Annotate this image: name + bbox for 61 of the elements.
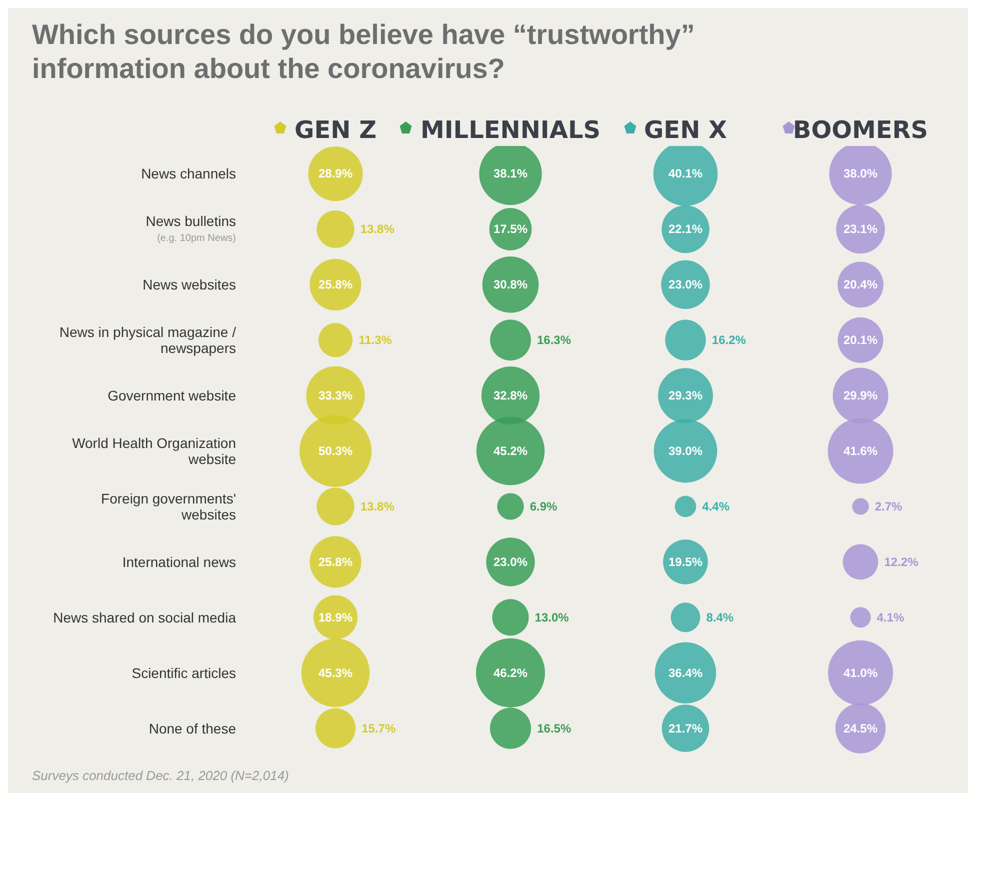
data-label: 23.0%: [668, 278, 703, 292]
category-label: News websites: [142, 276, 236, 293]
category-label: Government website: [108, 388, 236, 404]
text: Surveys conducted Dec. 21, 2020 (N=2,014): [31, 767, 290, 785]
data-label: 23.1%: [843, 222, 878, 236]
data-label: 38.1%: [493, 166, 528, 181]
category-label: None of these: [148, 720, 236, 736]
data-label: 45.2%: [493, 444, 528, 458]
data-label: 15.7%: [362, 721, 396, 736]
data-label: 25.8%: [318, 554, 353, 569]
data-label: 29.3%: [668, 388, 703, 403]
data-label: 21.7%: [668, 721, 703, 736]
data-label: 16.3%: [536, 333, 572, 348]
data-label: 50.3%: [318, 444, 353, 458]
data-label: 19.5%: [668, 554, 703, 569]
category-label: Foreign governments' websites: [101, 490, 236, 522]
data-label: 28.9%: [318, 166, 353, 181]
data-label: 8.4%: [706, 610, 734, 624]
legend-label: GEN Z: [294, 116, 376, 144]
category-label: News in physical magazine / newspapers: [59, 324, 236, 356]
data-label: 13.0%: [534, 610, 570, 624]
category-label: World Health Organization website: [72, 435, 236, 467]
data-label: 41.6%: [843, 444, 878, 458]
category-label: News shared on social media: [53, 609, 236, 626]
legend-label: GEN X: [644, 116, 728, 144]
data-label: 20.4%: [843, 278, 878, 292]
data-label: 13.8%: [360, 499, 395, 514]
data-label: 24.5%: [843, 721, 878, 736]
data-label: 4.4%: [702, 499, 730, 514]
data-label: 25.8%: [318, 278, 353, 292]
data-label: 36.4%: [668, 666, 703, 680]
data-label: 22.1%: [668, 222, 703, 236]
data-label: 11.3%: [358, 333, 392, 348]
category-label: News channels: [141, 166, 236, 182]
data-label: 16.5%: [537, 721, 572, 736]
data-label: 12.2%: [884, 554, 919, 569]
data-label: 17.5%: [493, 222, 528, 236]
data-label: 29.9%: [843, 388, 878, 403]
data-label: 2.7%: [874, 499, 903, 514]
data-label: 38.0%: [843, 166, 878, 181]
data-label: 39.0%: [668, 444, 703, 458]
data-label: 32.8%: [493, 388, 528, 403]
data-label: 30.8%: [493, 278, 528, 292]
legend-label: MILLENNIALS: [420, 116, 601, 144]
data-label: 4.1%: [876, 610, 904, 624]
category-label: Scientific articles: [132, 664, 236, 681]
text: Which sources do you believe have “trustworthy” information about the coronavirus?: [31, 18, 696, 86]
data-label: 16.2%: [712, 333, 746, 348]
data-label: 18.9%: [318, 610, 353, 624]
data-label: 45.3%: [318, 666, 353, 680]
data-label: 20.1%: [843, 333, 878, 348]
data-label: 33.3%: [318, 388, 353, 403]
data-label: 23.0%: [493, 554, 528, 569]
category-label: News bulletins (e.g. 10pm News): [146, 213, 236, 244]
data-label: 46.2%: [493, 666, 528, 680]
data-label: 13.8%: [360, 222, 395, 236]
category-label: International news: [122, 554, 236, 570]
data-label: 6.9%: [530, 499, 558, 514]
legend-label: BOOMERS: [792, 116, 928, 144]
data-label: 41.0%: [843, 666, 878, 680]
data-label: 40.1%: [668, 166, 703, 181]
